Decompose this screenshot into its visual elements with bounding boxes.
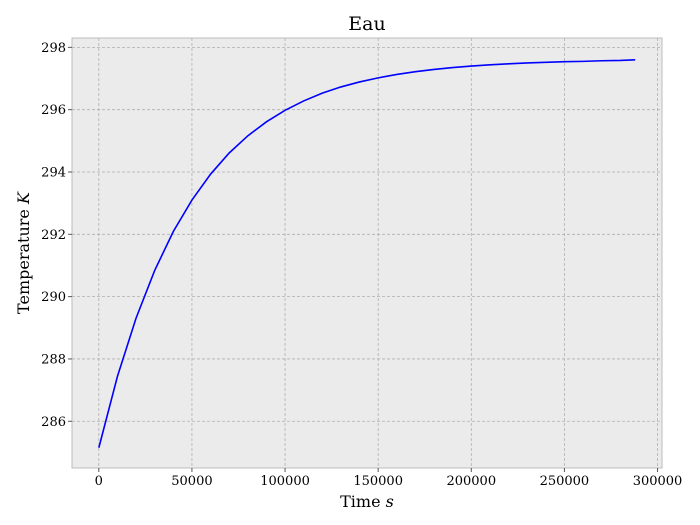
chart-title: Eau	[348, 13, 385, 35]
x-tick-label: 100000	[260, 474, 310, 489]
x-tick-label: 250000	[540, 474, 590, 489]
y-tick-label: 298	[41, 41, 66, 56]
y-tick-label: 290	[41, 290, 66, 305]
x-tick-label: 0	[95, 474, 103, 489]
y-tick-label: 286	[41, 415, 66, 430]
plot-area	[71, 37, 663, 469]
x-tick-label: 50000	[171, 474, 212, 489]
y-axis: 286 288 290 292 294 296 298	[41, 41, 72, 430]
x-axis-unit: s	[386, 492, 394, 511]
y-axis-label-text: Temperature	[14, 209, 33, 314]
x-tick-label: 200000	[446, 474, 496, 489]
y-tick-label: 288	[41, 352, 66, 367]
x-axis-label: Time s	[340, 492, 394, 511]
grid	[72, 38, 662, 468]
y-axis-unit: K	[14, 191, 33, 205]
x-tick-label: 150000	[353, 474, 403, 489]
y-axis-label: Temperature K	[14, 191, 33, 314]
y-tick-label: 292	[41, 228, 66, 243]
y-tick-label: 296	[41, 103, 66, 118]
series-line	[98, 59, 636, 448]
x-axis-label-text: Time	[340, 492, 380, 511]
y-tick-label: 294	[41, 165, 66, 180]
x-axis: 0 50000 100000 150000 200000 250000 300000	[95, 468, 683, 489]
x-tick-label: 300000	[633, 474, 683, 489]
